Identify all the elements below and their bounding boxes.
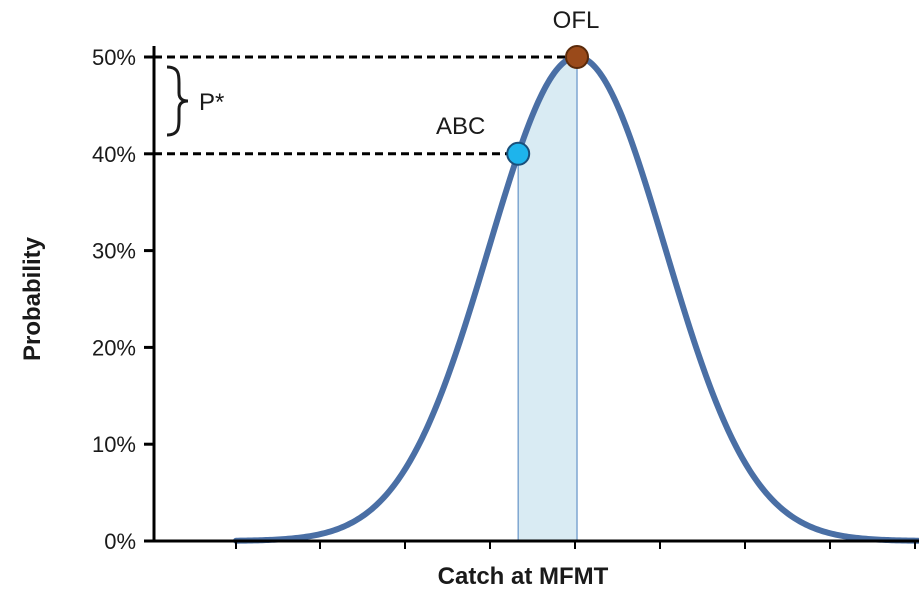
- y-tick-label: 0%: [104, 529, 136, 554]
- y-ticks: 0% 10% 20% 30% 40% 50%: [92, 45, 154, 554]
- pstar-label: P*: [199, 89, 224, 116]
- x-ticks: [235, 541, 916, 549]
- y-axis-title: Probability: [19, 236, 46, 361]
- y-tick-label: 40%: [92, 142, 136, 167]
- y-tick-label: 30%: [92, 239, 136, 264]
- pstar-brace: [166, 65, 189, 137]
- ofl-label: OFL: [553, 7, 600, 34]
- x-axis-title: Catch at MFMT: [438, 563, 609, 590]
- abc-label: ABC: [436, 113, 485, 140]
- y-tick-label: 50%: [92, 45, 136, 70]
- shaded-region: [518, 57, 577, 541]
- y-tick-label: 10%: [92, 432, 136, 457]
- ofl-point: [565, 45, 589, 69]
- abc-point: [506, 141, 531, 166]
- y-tick-label: 20%: [92, 335, 136, 360]
